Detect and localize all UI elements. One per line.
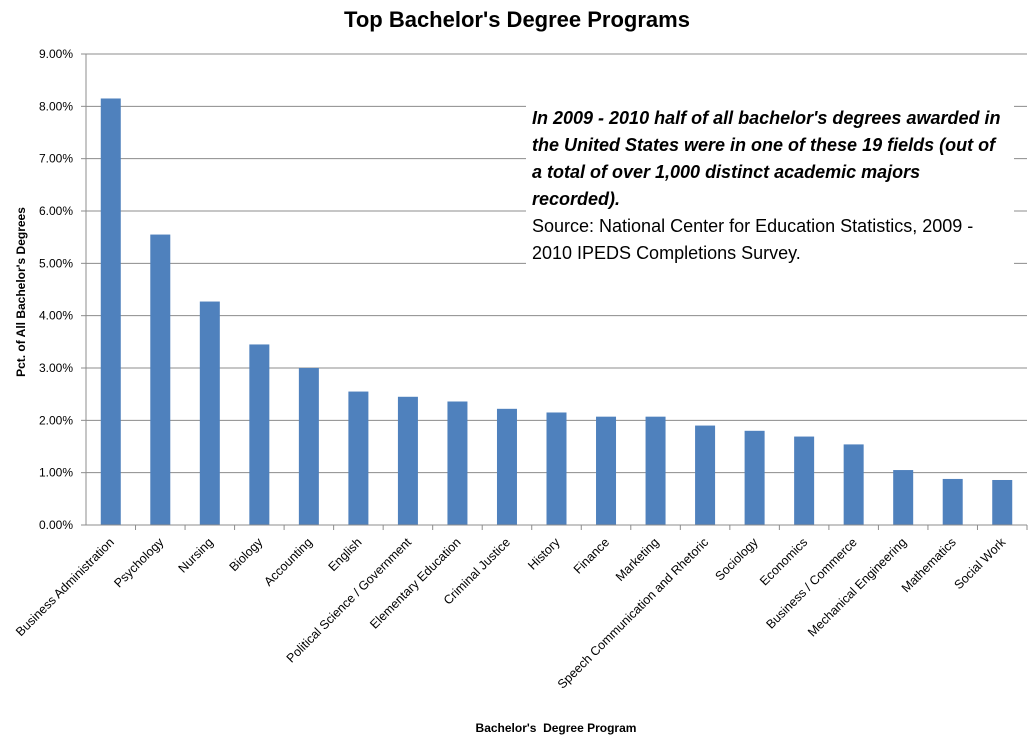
- annotation-note: In 2009 - 2010 half of all bachelor's de…: [532, 108, 1001, 209]
- x-tick-label: Business Administration: [13, 535, 117, 639]
- bar: [150, 234, 171, 526]
- chart-title: Top Bachelor's Degree Programs: [344, 7, 690, 32]
- bar: [596, 416, 617, 525]
- bar: [893, 470, 914, 525]
- x-tick-label: Mechanical Engineering: [805, 535, 909, 639]
- bar: [645, 416, 666, 525]
- bars: [100, 98, 1013, 526]
- y-tick-label: 5.00%: [39, 256, 73, 270]
- bar: [744, 430, 765, 525]
- y-tick-label: 9.00%: [39, 47, 73, 61]
- x-tick-label: Nursing: [176, 535, 216, 575]
- y-tick-label: 1.00%: [39, 466, 73, 480]
- x-tick-label: Finance: [571, 535, 612, 576]
- bar: [695, 425, 716, 525]
- x-tick-label: Marketing: [613, 535, 662, 584]
- y-tick-label: 0.00%: [39, 518, 73, 532]
- bar: [348, 391, 369, 525]
- bar: [794, 436, 815, 525]
- y-tick-label: 6.00%: [39, 204, 73, 218]
- x-tick-label: Social Work: [951, 535, 1008, 592]
- bar: [942, 478, 963, 525]
- x-axis-title: Bachelor's Degree Program: [476, 721, 637, 735]
- bar: [199, 301, 220, 525]
- bar: [100, 98, 121, 525]
- bar: [496, 408, 517, 525]
- bar: [298, 368, 319, 525]
- x-tick-label: Sociology: [712, 535, 761, 584]
- bar: [249, 344, 270, 525]
- y-tick-label: 3.00%: [39, 361, 73, 375]
- bar: [843, 444, 864, 525]
- y-axis-ticks: 0.00% 1.00% 2.00% 3.00% 4.00% 5.00% 6.00% 7.00%…: [39, 47, 86, 532]
- y-tick-label: 2.00%: [39, 413, 73, 427]
- y-tick-label: 8.00%: [39, 99, 73, 113]
- y-tick-label: 4.00%: [39, 309, 73, 323]
- bar: [447, 401, 468, 525]
- x-tick-label: History: [525, 535, 563, 573]
- bar: [992, 479, 1013, 525]
- x-tick-label: Psychology: [111, 535, 167, 591]
- y-axis-title: Pct. of All Bachelor's Degrees: [14, 207, 28, 377]
- annotation-source: Source: National Center for Education St…: [532, 216, 974, 263]
- x-tick-label: Business / Commerce: [763, 535, 859, 631]
- x-tick-label: Accounting: [261, 535, 315, 589]
- bar: [546, 412, 567, 525]
- x-tick-label: Economics: [757, 535, 810, 588]
- y-tick-label: 7.00%: [39, 152, 73, 166]
- x-tick-label: Elementary Education: [367, 535, 463, 631]
- x-tick-label: English: [326, 535, 365, 574]
- annotation-box: In 2009 - 2010 half of all bachelor's de…: [526, 101, 1014, 267]
- x-tick-label: Biology: [227, 535, 266, 574]
- bar: [397, 396, 418, 525]
